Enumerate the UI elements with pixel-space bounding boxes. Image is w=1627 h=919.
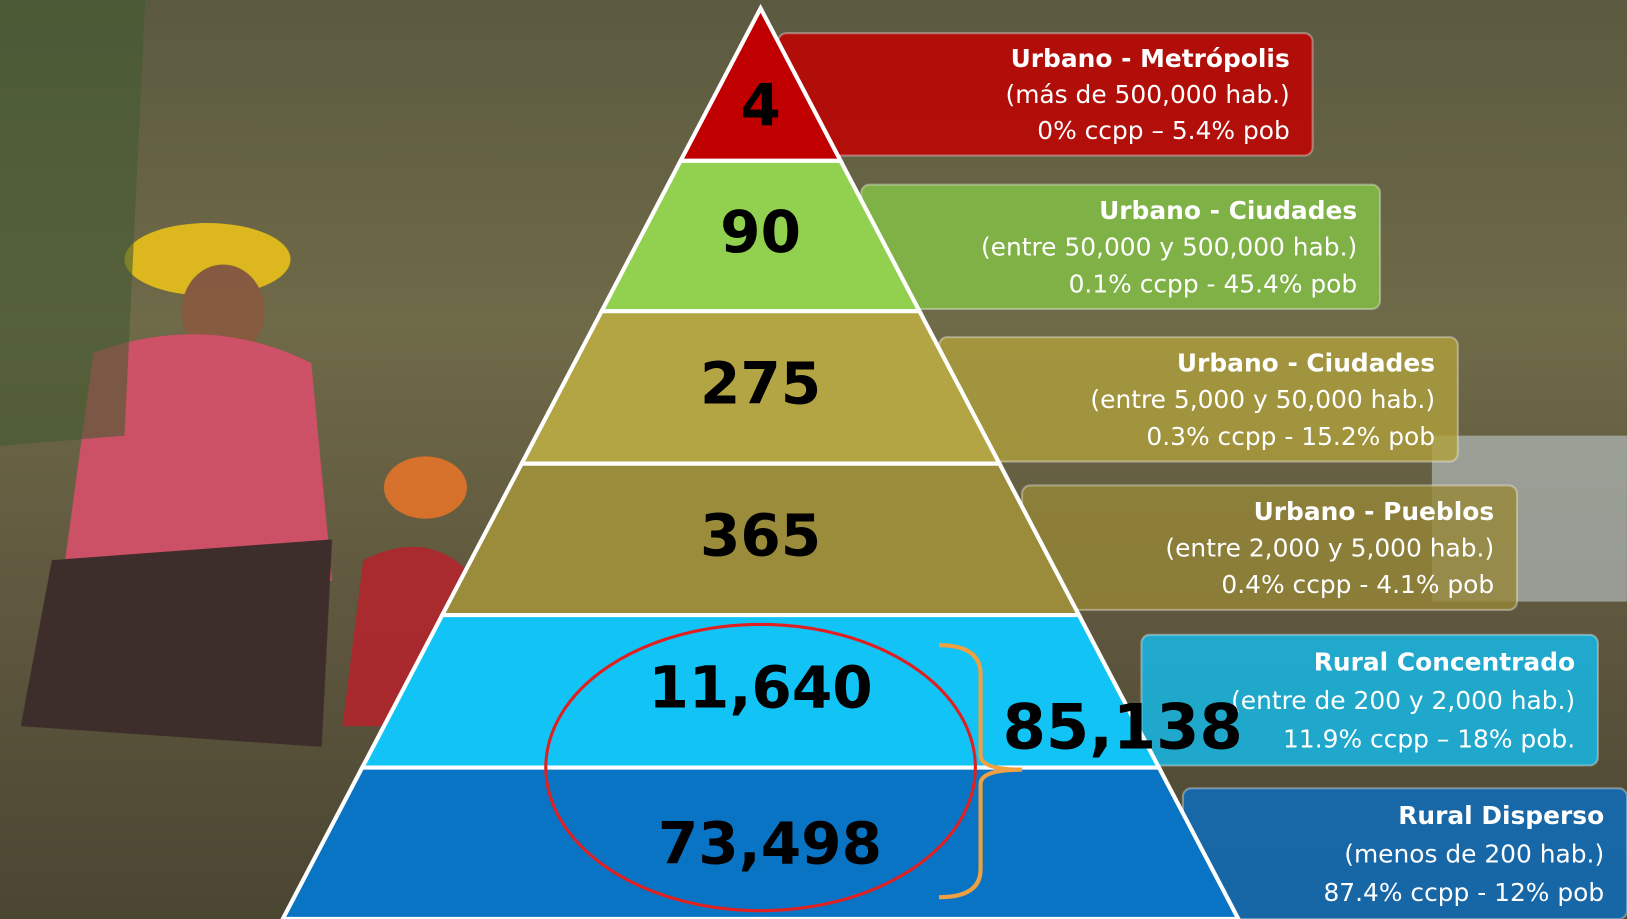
label-range: (entre 5,000 y 50,000 hab.) [1090, 385, 1435, 414]
label-range: (entre de 200 y 2,000 hab.) [1231, 686, 1575, 715]
label-range: (entre 2,000 y 5,000 hab.) [1165, 533, 1494, 562]
level-count: 90 [720, 198, 801, 266]
label-range: (entre 50,000 y 500,000 hab.) [981, 233, 1357, 262]
label-title: Rural Disperso [1398, 801, 1604, 830]
label-share: 11.9% ccpp – 18% pob. [1283, 725, 1575, 754]
level-count: 11,640 [648, 653, 872, 721]
label-title: Urbano - Pueblos [1254, 497, 1495, 526]
label-range: (más de 500,000 hab.) [1005, 80, 1289, 109]
label-share: 0.1% ccpp - 45.4% pob [1069, 269, 1358, 298]
level-count: 73,498 [658, 810, 882, 878]
level-count: 275 [700, 350, 821, 418]
rural-total: 85,138 [1003, 690, 1243, 763]
label-title: Rural Concentrado [1314, 648, 1575, 677]
label-title: Urbano - Ciudades [1177, 349, 1435, 378]
label-title: Urbano - Metrópolis [1011, 44, 1290, 73]
label-share: 0.4% ccpp - 4.1% pob [1221, 570, 1494, 599]
level-count: 4 [740, 71, 780, 139]
infographic: Urbano - Metrópolis (más de 500,000 hab.)… [0, 0, 1627, 919]
label-share: 0.3% ccpp - 15.2% pob [1146, 422, 1435, 451]
label-share: 0% ccpp – 5.4% pob [1037, 116, 1290, 145]
label-range: (menos de 200 hab.) [1344, 840, 1604, 869]
level-count: 365 [700, 501, 821, 569]
label-share: 87.4% ccpp - 12% pob [1323, 878, 1604, 907]
label-title: Urbano - Ciudades [1099, 196, 1357, 225]
